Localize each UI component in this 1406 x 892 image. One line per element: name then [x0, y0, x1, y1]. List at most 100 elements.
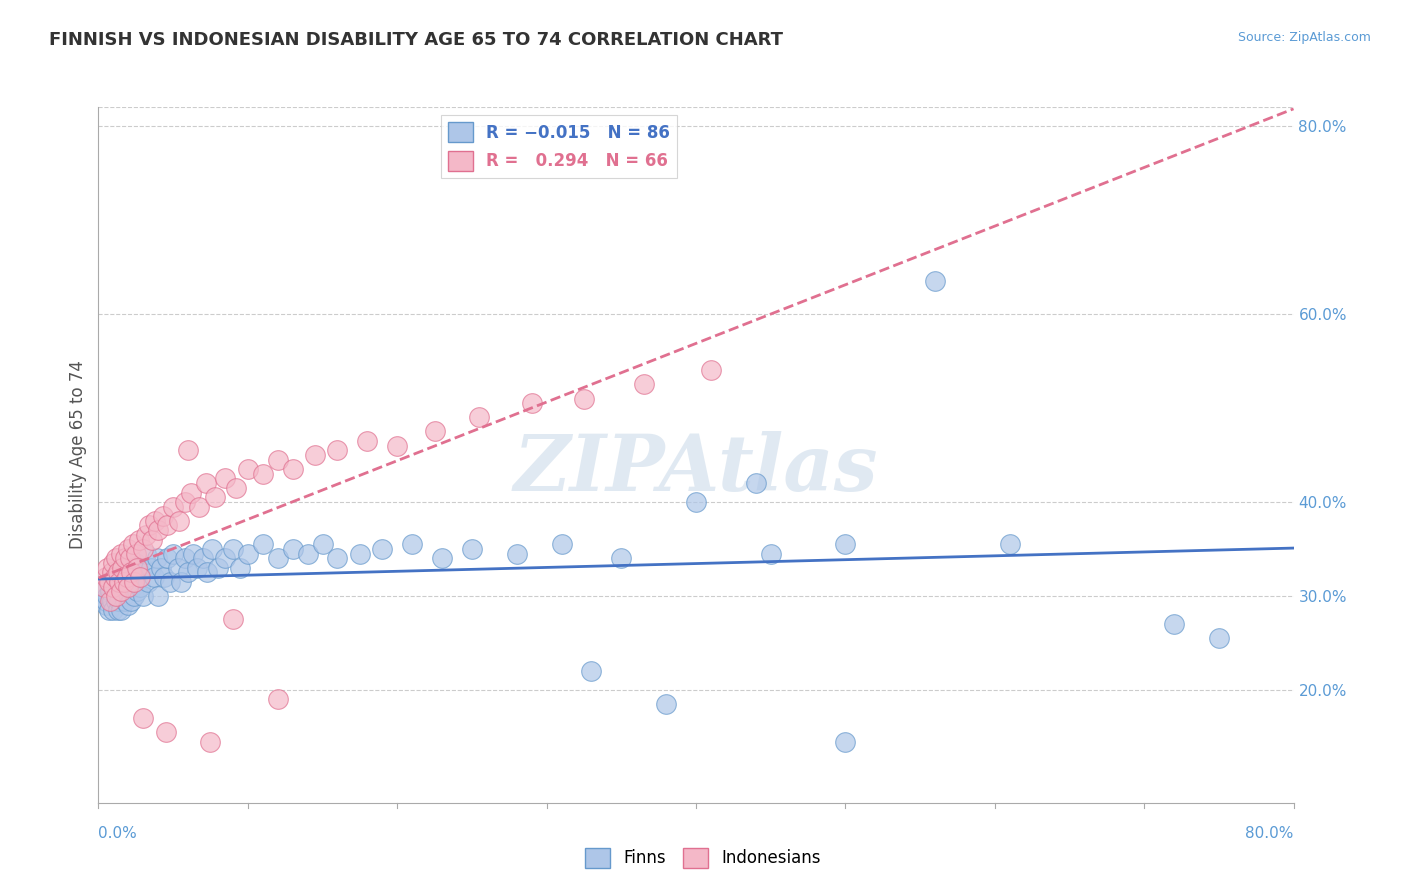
Point: [326, 551, 349, 566]
Text: 0.0%: 0.0%: [98, 826, 138, 841]
Point: [252, 537, 274, 551]
Point: [121, 580, 143, 594]
Point: [1163, 617, 1185, 632]
Point: [204, 490, 226, 504]
Point: [120, 556, 142, 570]
Point: [94, 570, 117, 584]
Point: [107, 580, 129, 594]
Point: [112, 574, 135, 589]
Point: [128, 566, 150, 580]
Point: [103, 556, 125, 570]
Point: [132, 541, 155, 556]
Point: [356, 434, 378, 448]
Point: [177, 443, 200, 458]
Point: [132, 711, 155, 725]
Point: [281, 462, 304, 476]
Point: [167, 514, 190, 528]
Point: [166, 560, 188, 574]
Point: [129, 570, 152, 584]
Point: [110, 603, 132, 617]
Point: [97, 574, 120, 589]
Point: [103, 603, 125, 617]
Point: [924, 274, 946, 288]
Point: [115, 580, 138, 594]
Point: [94, 599, 117, 613]
Point: [105, 593, 128, 607]
Point: [100, 593, 122, 607]
Point: [148, 589, 170, 603]
Point: [108, 574, 131, 589]
Point: [311, 537, 333, 551]
Point: [153, 570, 176, 584]
Point: [128, 533, 150, 547]
Text: FINNISH VS INDONESIAN DISABILITY AGE 65 TO 74 CORRELATION CHART: FINNISH VS INDONESIAN DISABILITY AGE 65 …: [49, 31, 783, 49]
Y-axis label: Disability Age 65 to 74: Disability Age 65 to 74: [69, 360, 87, 549]
Point: [108, 566, 131, 580]
Point: [180, 485, 202, 500]
Point: [135, 528, 157, 542]
Point: [200, 734, 222, 748]
Point: [111, 560, 134, 574]
Point: [371, 541, 394, 556]
Point: [349, 547, 371, 561]
Point: [187, 500, 209, 514]
Point: [1208, 632, 1230, 646]
Point: [162, 547, 184, 561]
Point: [834, 537, 856, 551]
Point: [139, 560, 162, 574]
Point: [225, 481, 247, 495]
Point: [105, 570, 128, 584]
Point: [229, 560, 252, 574]
Point: [129, 580, 152, 594]
Point: [104, 570, 127, 584]
Point: [117, 580, 139, 594]
Point: [124, 589, 146, 603]
Point: [236, 547, 259, 561]
Point: [401, 537, 423, 551]
Point: [96, 560, 118, 574]
Point: [610, 551, 633, 566]
Point: [461, 541, 484, 556]
Point: [150, 560, 173, 574]
Point: [236, 462, 259, 476]
Legend: Finns, Indonesians: Finns, Indonesians: [579, 841, 827, 875]
Point: [114, 566, 136, 580]
Point: [745, 476, 768, 491]
Point: [267, 551, 290, 566]
Point: [385, 438, 409, 452]
Point: [700, 363, 723, 377]
Point: [125, 547, 148, 561]
Point: [177, 566, 200, 580]
Point: [132, 589, 155, 603]
Point: [120, 566, 142, 580]
Point: [107, 603, 129, 617]
Point: [759, 547, 782, 561]
Point: [117, 560, 139, 574]
Point: [159, 574, 181, 589]
Point: [281, 541, 304, 556]
Point: [145, 551, 167, 566]
Point: [110, 580, 132, 594]
Point: [101, 593, 124, 607]
Point: [201, 541, 224, 556]
Point: [118, 551, 141, 566]
Point: [304, 448, 326, 462]
Point: [506, 547, 529, 561]
Point: [423, 425, 446, 439]
Point: [132, 560, 155, 574]
Text: 80.0%: 80.0%: [1246, 826, 1294, 841]
Point: [125, 556, 148, 570]
Point: [112, 589, 135, 603]
Point: [105, 589, 128, 603]
Point: [195, 476, 218, 491]
Point: [207, 560, 229, 574]
Point: [834, 734, 856, 748]
Point: [110, 584, 132, 599]
Point: [252, 467, 274, 481]
Point: [222, 612, 245, 626]
Point: [186, 560, 208, 574]
Point: [162, 500, 184, 514]
Point: [141, 533, 163, 547]
Point: [118, 574, 141, 589]
Point: [572, 392, 595, 406]
